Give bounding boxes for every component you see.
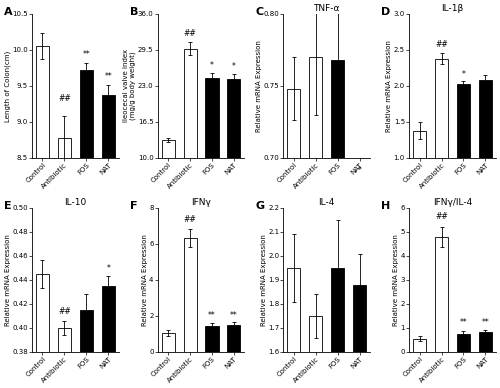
Text: E: E [4, 201, 12, 211]
Bar [435, 59, 448, 230]
Title: IL-10: IL-10 [64, 198, 86, 207]
Text: ##: ## [58, 307, 71, 316]
Text: A: A [4, 7, 13, 17]
Text: **: ** [482, 318, 489, 327]
Text: **: ** [82, 50, 90, 59]
Bar [228, 325, 240, 352]
Bar [413, 130, 426, 230]
Title: TNF-α: TNF-α [314, 4, 340, 13]
Y-axis label: Ileocecal valve index
(mg/g body weight): Ileocecal valve index (mg/g body weight) [123, 49, 136, 123]
Text: **: ** [208, 311, 216, 320]
Title: IL-1β: IL-1β [442, 4, 464, 13]
Bar [80, 70, 93, 388]
Bar [58, 328, 71, 388]
Text: H: H [382, 201, 390, 211]
Bar [435, 237, 448, 352]
Text: ##: ## [58, 94, 71, 103]
Text: B: B [130, 7, 138, 17]
Text: *: * [358, 166, 362, 175]
Text: **: ** [230, 311, 238, 320]
Bar [184, 49, 196, 213]
Bar [309, 57, 322, 388]
Y-axis label: Relative mRNA Expression: Relative mRNA Expression [256, 40, 262, 132]
Bar [162, 333, 175, 352]
Bar [457, 85, 470, 230]
Text: ##: ## [184, 29, 196, 38]
Title: IFNγ/IL-4: IFNγ/IL-4 [433, 198, 472, 207]
Bar [353, 259, 366, 388]
Bar [331, 60, 344, 388]
Text: ##: ## [184, 215, 196, 224]
Bar [102, 95, 115, 388]
Text: *: * [462, 70, 466, 79]
Bar [457, 334, 470, 352]
Bar [36, 46, 49, 388]
Text: ##: ## [435, 212, 448, 222]
Text: C: C [256, 7, 264, 17]
Bar [80, 310, 93, 388]
Bar [184, 237, 196, 352]
Y-axis label: Relative mRNA Expression: Relative mRNA Expression [260, 234, 266, 326]
Title: IFNγ: IFNγ [191, 198, 211, 207]
Text: D: D [382, 7, 390, 17]
Text: *: * [210, 61, 214, 70]
Y-axis label: Relative mRNA Expression: Relative mRNA Expression [393, 234, 399, 326]
Y-axis label: Length of Colon(cm): Length of Colon(cm) [4, 50, 10, 121]
Bar [413, 339, 426, 352]
Bar [162, 140, 175, 213]
Text: G: G [256, 201, 265, 211]
Text: *: * [106, 264, 110, 273]
Text: *: * [232, 62, 236, 71]
Text: **: ** [104, 72, 112, 81]
Text: F: F [130, 201, 138, 211]
Bar [309, 316, 322, 388]
Bar [102, 286, 115, 388]
Bar [288, 268, 300, 388]
Bar [478, 80, 492, 230]
Bar [288, 89, 300, 388]
Bar [228, 79, 240, 213]
Bar [206, 78, 218, 213]
Bar [58, 138, 71, 388]
Y-axis label: Relative mRNA Expression: Relative mRNA Expression [4, 234, 10, 326]
Y-axis label: Relative mRNA Expression: Relative mRNA Expression [386, 40, 392, 132]
Text: ##: ## [435, 40, 448, 49]
Title: IL-4: IL-4 [318, 198, 335, 207]
Y-axis label: Relative mRNA Expression: Relative mRNA Expression [142, 234, 148, 326]
Bar [478, 332, 492, 352]
Bar [353, 285, 366, 388]
Bar [36, 274, 49, 388]
Bar [206, 326, 218, 352]
Bar [331, 268, 344, 388]
Text: **: ** [460, 318, 468, 327]
